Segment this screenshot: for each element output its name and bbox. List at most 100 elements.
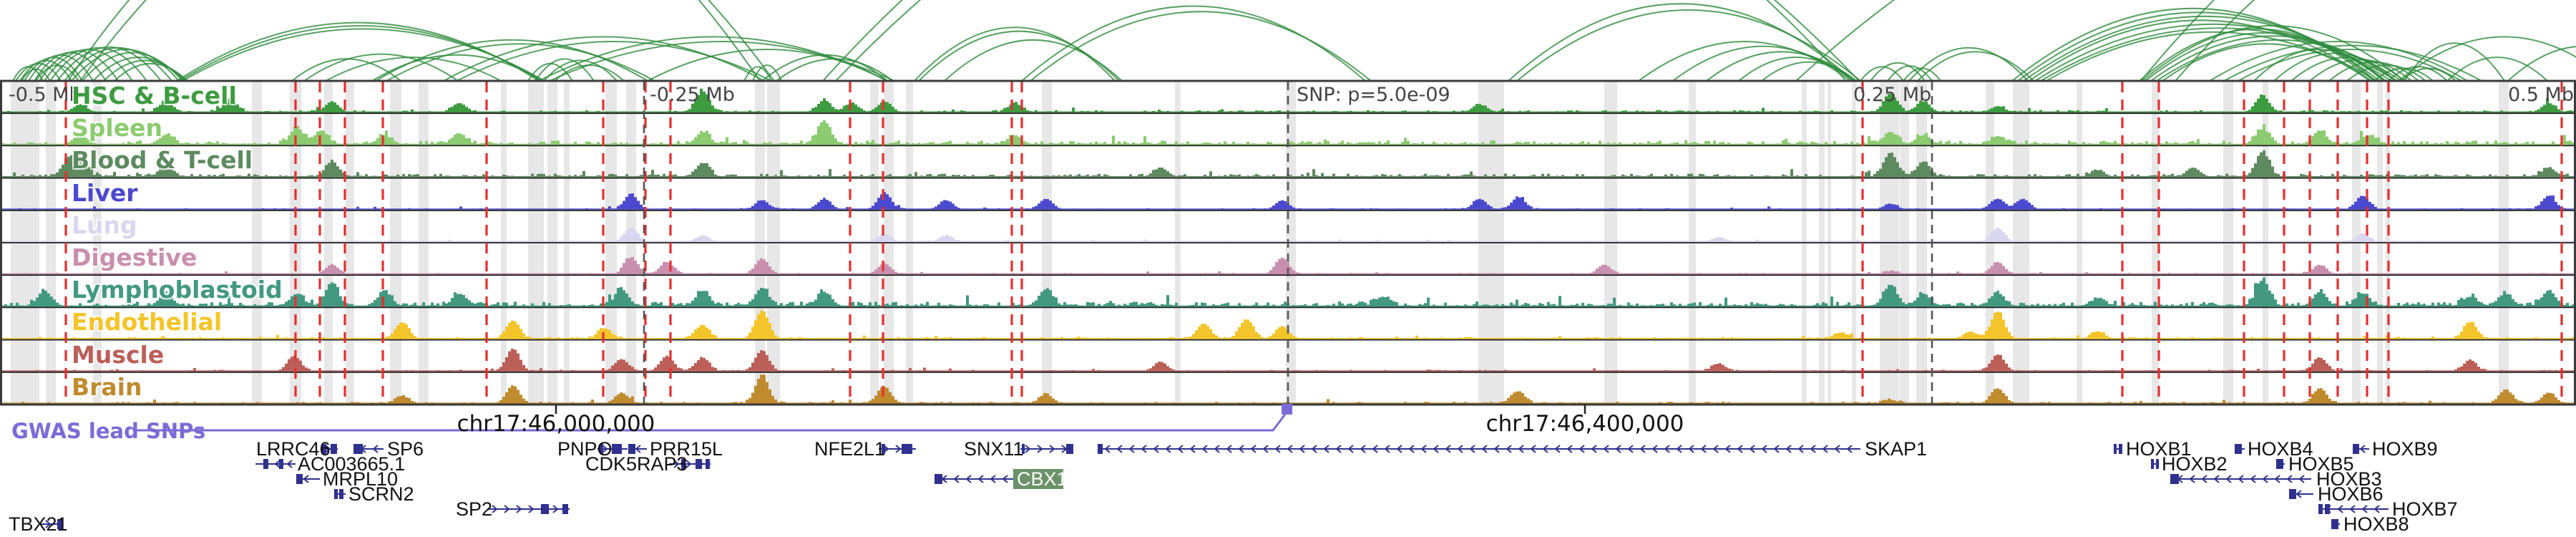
gene-label[interactable]: PNPO <box>557 438 613 460</box>
gene-label[interactable]: CDK5RAP3 <box>585 453 688 475</box>
track-label-lymphoblastoid: Lymphoblastoid <box>72 276 283 304</box>
gene-exon-box <box>296 474 303 484</box>
gene-nfe2l1[interactable]: NFE2L1 <box>814 438 916 460</box>
interaction-arc <box>79 0 775 80</box>
gene-exon-box <box>2170 474 2179 484</box>
snp-highlight-lines-layer <box>64 82 2563 404</box>
track-label-brain: Brain <box>72 372 142 401</box>
interaction-arc <box>1860 66 1904 80</box>
gene-label[interactable]: TBX21 <box>9 513 68 535</box>
gwas-lead-snp-marker[interactable] <box>1282 404 1292 415</box>
coordinate-label-left: chr17:46,000,000 <box>457 411 655 437</box>
interaction-arc <box>1706 51 1857 80</box>
gene-hoxb6[interactable]: HOXB6 <box>2289 483 2384 505</box>
gene-strand-arrows <box>45 520 52 528</box>
axis-dashed-ticks-layer <box>643 82 1933 404</box>
interaction-arc <box>2404 42 2505 80</box>
gene-tbx21[interactable]: TBX21 <box>9 513 68 535</box>
gene-label[interactable]: HOXB4 <box>2248 438 2313 460</box>
gene-exon-box <box>2119 444 2122 454</box>
gene-prr15l[interactable]: PRR15L <box>628 438 723 460</box>
gene-label[interactable]: LRRC46 <box>256 438 331 460</box>
gene-pnpo[interactable]: PNPO <box>557 438 628 460</box>
gene-label[interactable]: HOXB6 <box>2318 483 2384 505</box>
gene-hoxb1[interactable]: HOXB1 <box>2114 438 2192 460</box>
gene-hoxb8[interactable]: HOXB8 <box>2331 513 2409 535</box>
gene-ac003665-1[interactable]: AC003665.1 <box>255 453 405 475</box>
interaction-arc <box>303 53 459 80</box>
signal-area <box>1 192 2575 210</box>
gene-exon-box <box>2318 504 2323 514</box>
gene-label[interactable]: HOXB5 <box>2288 453 2354 475</box>
gene-mrpl10[interactable]: MRPL10 <box>296 468 398 490</box>
gene-exon-box <box>2156 459 2159 469</box>
gene-hoxb5[interactable]: HOXB5 <box>2276 453 2354 475</box>
gene-label[interactable]: MRPL10 <box>323 468 398 490</box>
gene-skap1[interactable]: SKAP1 <box>1098 438 1927 460</box>
gene-hoxb7[interactable]: HOXB7 <box>2318 498 2458 520</box>
gene-label[interactable]: SNX11 <box>964 438 1024 460</box>
gene-label[interactable]: HOXB2 <box>2162 453 2228 475</box>
signal-area <box>1 120 2575 145</box>
gene-strand-arrows <box>1025 445 1068 453</box>
interaction-arc <box>71 49 180 80</box>
gene-lrrc46[interactable]: LRRC46 <box>256 438 338 460</box>
gene-exon-box <box>902 444 912 454</box>
gene-exon-box <box>696 459 702 469</box>
gene-label[interactable]: SP6 <box>387 438 424 460</box>
gene-exon-box <box>339 489 343 499</box>
interaction-arc <box>549 41 895 80</box>
gene-exon-box <box>1022 444 1025 454</box>
snp-pvalue-label: SNP: p=5.0e-09 <box>1297 84 1450 106</box>
interaction-arc <box>2046 31 2378 80</box>
gene-cdk5rap3[interactable]: CDK5RAP3 <box>585 453 711 475</box>
interaction-arc <box>944 39 1123 80</box>
signal-track-liver[interactable] <box>0 192 2576 211</box>
track-label-spleen: Spleen <box>72 114 162 142</box>
gene-hoxb2[interactable]: HOXB2 <box>2151 453 2228 475</box>
interaction-arc <box>57 46 162 80</box>
gene-exon-box <box>2276 459 2283 469</box>
gene-label[interactable]: SCRN2 <box>348 483 414 505</box>
gene-hoxb9[interactable]: HOXB9 <box>2353 438 2438 460</box>
gene-label[interactable]: HOXB3 <box>2316 468 2382 490</box>
gene-exon-box <box>562 504 568 514</box>
interaction-arc <box>386 43 655 80</box>
gene-sp6[interactable]: SP6 <box>353 438 424 460</box>
interaction-arc <box>2253 49 2384 80</box>
gene-label[interactable]: CBX1 <box>1017 468 1068 490</box>
gene-label[interactable]: SKAP1 <box>1865 438 1927 460</box>
gene-strand-arrows <box>303 475 309 483</box>
interaction-arc <box>543 59 618 80</box>
interaction-arc <box>1917 51 2034 80</box>
interaction-arc <box>1761 61 1857 80</box>
gene-exon-box <box>612 444 622 454</box>
gene-label[interactable]: NFE2L1 <box>814 438 885 460</box>
gene-exon-box <box>263 459 268 469</box>
interaction-arc <box>1021 5 1366 80</box>
gene-exon-box <box>2353 444 2359 454</box>
ruler-label-0.5mb: 0.5 Mb <box>2508 84 2574 106</box>
gene-cbx1[interactable]: CBX1 <box>935 468 1068 490</box>
gene-label[interactable]: AC003665.1 <box>298 453 405 475</box>
gene-hoxb4[interactable]: HOXB4 <box>2235 438 2313 460</box>
gene-scrn2[interactable]: SCRN2 <box>334 483 414 505</box>
gene-label[interactable]: HOXB8 <box>2343 513 2409 535</box>
interaction-arc <box>2273 52 2396 80</box>
interaction-arc <box>554 64 625 80</box>
gene-label[interactable]: HOXB1 <box>2126 438 2192 460</box>
interaction-arc <box>1738 57 1854 80</box>
gene-snx11[interactable]: SNX11 <box>964 438 1073 460</box>
gene-label[interactable]: PRR15L <box>650 438 723 460</box>
gene-label[interactable]: HOXB9 <box>2372 438 2438 460</box>
gene-label[interactable]: HOXB7 <box>2392 498 2458 520</box>
gene-exon-box <box>57 519 63 529</box>
gene-hoxb3[interactable]: HOXB3 <box>2170 468 2382 490</box>
interaction-arc <box>2398 36 2576 80</box>
gene-label[interactable]: SP2 <box>456 498 492 520</box>
gene-sp2[interactable]: SP2 <box>456 498 570 520</box>
gene-strand-arrows <box>325 445 331 453</box>
coordinate-label-right: chr17:46,400,000 <box>1485 411 1684 437</box>
